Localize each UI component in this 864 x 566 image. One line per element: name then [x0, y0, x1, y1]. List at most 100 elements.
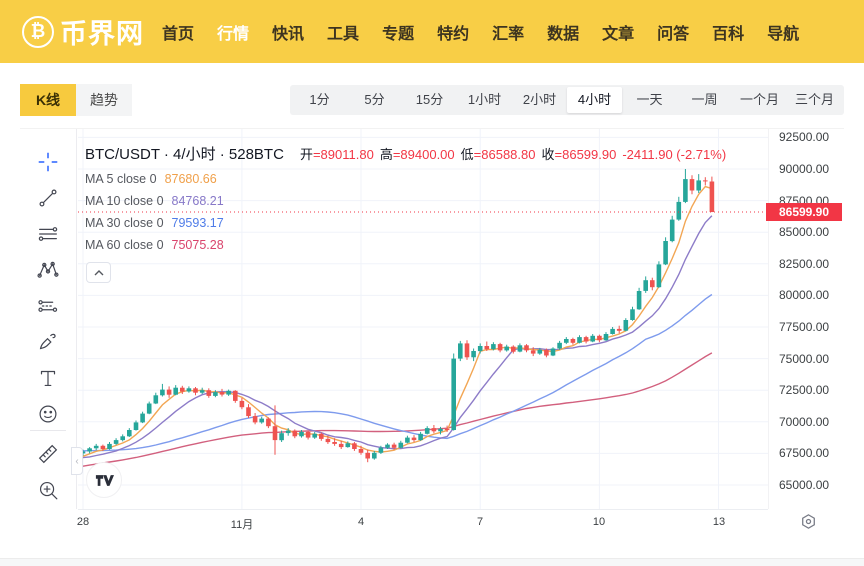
- price-scale[interactable]: 92500.00 90000.00 87500.00 85000.00 82500.00…: [768, 129, 844, 509]
- candle-body: [338, 443, 344, 448]
- price-label: 77500.00: [779, 320, 830, 334]
- candle-body: [358, 449, 364, 453]
- candle-body: [643, 280, 648, 291]
- price-label: 92500.00: [779, 130, 830, 144]
- text-icon[interactable]: [33, 363, 63, 393]
- site-logo[interactable]: ₿ 币界网: [22, 12, 144, 51]
- tab-kline[interactable]: K线: [20, 84, 76, 116]
- nav-item-articles[interactable]: 文章: [602, 25, 635, 43]
- candle-body: [597, 335, 602, 341]
- nav-item-news[interactable]: 快讯: [272, 25, 305, 43]
- candle-body: [458, 343, 463, 359]
- candle-body: [669, 219, 675, 242]
- candle-body: [146, 403, 152, 414]
- chart-widget: ‹ BTC/USDT · 4/小时 · 528BTC 开=89011.80 高=89…: [20, 128, 844, 540]
- tradingview-logo[interactable]: [86, 462, 122, 498]
- tab-trend[interactable]: 趋势: [76, 84, 132, 116]
- timeframe-tf-1h[interactable]: 1小时: [467, 92, 502, 107]
- timeframe-tf-1m[interactable]: 1分: [309, 92, 330, 107]
- nav-item-special[interactable]: 特约: [437, 25, 470, 43]
- price-label: 80000.00: [779, 288, 830, 302]
- timeframe-tf-4h[interactable]: 4小时: [567, 87, 622, 113]
- current-price-badge: 86599.90: [766, 203, 842, 221]
- timeframe-tf-15m[interactable]: 15分: [415, 92, 444, 107]
- nav-item-rates[interactable]: 汇率: [492, 25, 525, 43]
- candle-body: [160, 389, 165, 396]
- candle-body: [219, 392, 225, 395]
- trend-line-icon[interactable]: [33, 183, 63, 213]
- timeframe-tf-1mo[interactable]: 一个月: [739, 92, 779, 107]
- ohlc-label: 高: [379, 147, 393, 162]
- candle-body: [411, 437, 417, 441]
- candle-body: [438, 428, 443, 432]
- price-label: 85000.00: [779, 225, 830, 239]
- candle-body: [272, 426, 278, 441]
- ruler-icon[interactable]: [33, 439, 63, 469]
- candle-body: [113, 440, 119, 444]
- candle-body: [484, 346, 490, 350]
- nav-item-wiki[interactable]: 百科: [712, 25, 745, 43]
- timeframe-tf-1d[interactable]: 一天: [636, 92, 663, 107]
- candle-body: [372, 452, 377, 459]
- time-label: 28: [76, 516, 90, 528]
- timeframe-tf-1w[interactable]: 一周: [691, 92, 718, 107]
- ohlc-label: 开: [299, 147, 313, 162]
- candle-body: [471, 351, 476, 358]
- nav-item-navigation[interactable]: 导航: [767, 25, 800, 43]
- page-footer-strip: [0, 558, 864, 566]
- xabcd-pattern-icon[interactable]: [33, 255, 63, 285]
- candlestick-chart[interactable]: [78, 129, 768, 509]
- nav-item-home[interactable]: 首页: [162, 25, 195, 43]
- timeframe-tf-3mo[interactable]: 三个月: [794, 92, 834, 107]
- nav-item-market[interactable]: 行情: [217, 25, 250, 43]
- candle-body: [398, 442, 404, 448]
- candle-body: [616, 328, 622, 331]
- candle-body: [577, 337, 582, 343]
- candle-body: [100, 445, 106, 449]
- candle-body: [610, 328, 615, 334]
- candle-body: [650, 280, 655, 288]
- price-label: 72500.00: [779, 383, 830, 397]
- ma-row-4: MA 60 close 0 75075.28: [85, 234, 224, 256]
- candle-body: [93, 445, 99, 449]
- nav-item-tools[interactable]: 工具: [327, 25, 360, 43]
- timeframe-tf-5m[interactable]: 5分: [364, 92, 385, 107]
- forecast-icon[interactable]: [33, 291, 63, 321]
- candle-body: [213, 392, 218, 396]
- candle-body: [226, 390, 231, 395]
- ohlc-label: 收: [541, 147, 555, 162]
- candle-body: [424, 428, 430, 434]
- candle-body: [491, 344, 496, 350]
- candle-body: [477, 346, 483, 352]
- time-label: 11月: [230, 519, 254, 531]
- candle-body: [676, 201, 682, 220]
- nav-item-topics[interactable]: 专题: [382, 25, 415, 43]
- timeframe-tf-2h[interactable]: 2小时: [522, 92, 557, 107]
- crosshair-icon[interactable]: [33, 147, 63, 177]
- ma-60-line: [82, 352, 713, 467]
- tradingview-logo-icon: [95, 474, 114, 486]
- candle-body: [153, 395, 159, 404]
- candle-body: [418, 433, 423, 441]
- candle-body: [444, 428, 450, 431]
- brush-icon[interactable]: [33, 327, 63, 357]
- candle-body: [696, 180, 701, 191]
- candle-body: [557, 342, 562, 349]
- main-menu: 首页 行情 快讯 工具 专题 特约 汇率 数据 文章 问答 百科 导航: [162, 20, 799, 44]
- candle-body: [570, 339, 576, 343]
- drawing-toolbar: [20, 129, 77, 509]
- nav-item-data[interactable]: 数据: [547, 25, 580, 43]
- fib-retracement-icon[interactable]: [33, 219, 63, 249]
- chart-settings-gear-icon[interactable]: [800, 513, 818, 531]
- toolbar-collapse-handle[interactable]: ‹: [71, 447, 83, 475]
- emoji-icon[interactable]: [33, 399, 63, 429]
- price-label: 90000.00: [779, 162, 830, 176]
- time-scale[interactable]: 28 11月 4 7 10 13: [76, 509, 768, 541]
- ma-row-3: MA 30 close 0 79593.17: [85, 212, 224, 234]
- timeframe-selector: 1分 5分 15分 1小时 2小时 4小时 一天 一周 一个月 三个月: [290, 85, 844, 115]
- zoom-in-icon[interactable]: [33, 475, 63, 505]
- candle-body: [180, 387, 185, 392]
- ma-label: MA 10 close 0: [85, 194, 164, 208]
- nav-item-qa[interactable]: 问答: [657, 25, 690, 43]
- indicator-collapse-button[interactable]: [86, 262, 111, 283]
